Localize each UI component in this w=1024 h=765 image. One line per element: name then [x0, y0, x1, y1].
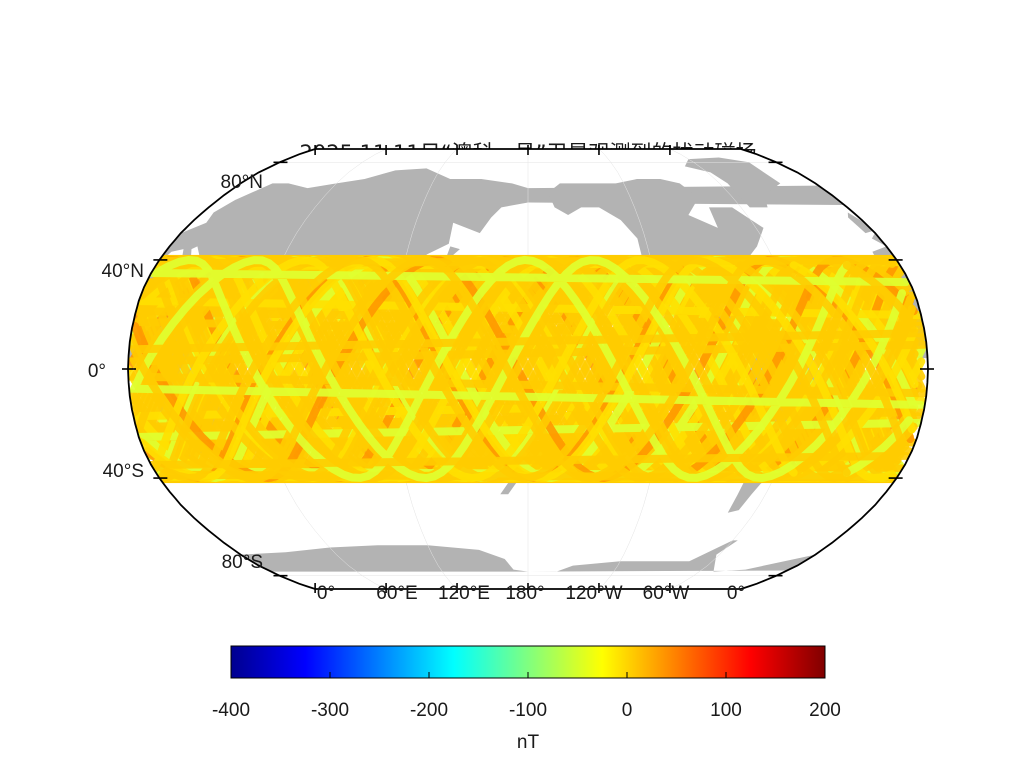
colorbar-tick-label: -100	[509, 700, 547, 721]
lon-label-0-right: 0°	[727, 583, 745, 604]
lat-label-80s: 80°S	[222, 552, 263, 573]
lon-label-120w: 120°W	[565, 583, 622, 604]
longitude-labels: 0° 60°E 120°E 180° 120°W 60°W 0°	[317, 583, 745, 604]
colorbar-tick-label: 0	[622, 700, 633, 721]
satellite-tracks	[128, 254, 928, 484]
orbit-track	[128, 255, 925, 483]
land-greenland	[684, 157, 781, 208]
lon-label-180: 180°	[505, 583, 544, 604]
lat-label-0: 0°	[88, 361, 106, 382]
lat-label-40n: 40°N	[102, 261, 144, 282]
land-antarctica	[128, 540, 528, 589]
latitude-labels: 80°N 40°N 0° 40°S 80°S	[88, 172, 263, 573]
axis-ticks	[122, 145, 934, 593]
lon-label-0-left: 0°	[317, 583, 335, 604]
colorbar-tick-label: 200	[809, 700, 841, 721]
colorbar-unit-label: nT	[517, 732, 540, 753]
colorbar-tick-label: 100	[710, 700, 742, 721]
lat-label-40s: 40°S	[103, 461, 144, 482]
lat-label-80n: 80°N	[221, 172, 263, 193]
land-uk	[847, 212, 875, 234]
lon-label-60w: 60°W	[643, 583, 690, 604]
colorbar-tick-label: -300	[311, 700, 349, 721]
colorbar: -400 -300 -200 -100 0 100 200 nT	[212, 645, 841, 753]
lon-label-60e: 60°E	[376, 583, 417, 604]
colorbar-tick-marks	[230, 672, 826, 678]
colorbar-tick-label: -400	[212, 700, 250, 721]
colorbar-tick-label: -200	[410, 700, 448, 721]
lon-label-120e: 120°E	[438, 583, 490, 604]
